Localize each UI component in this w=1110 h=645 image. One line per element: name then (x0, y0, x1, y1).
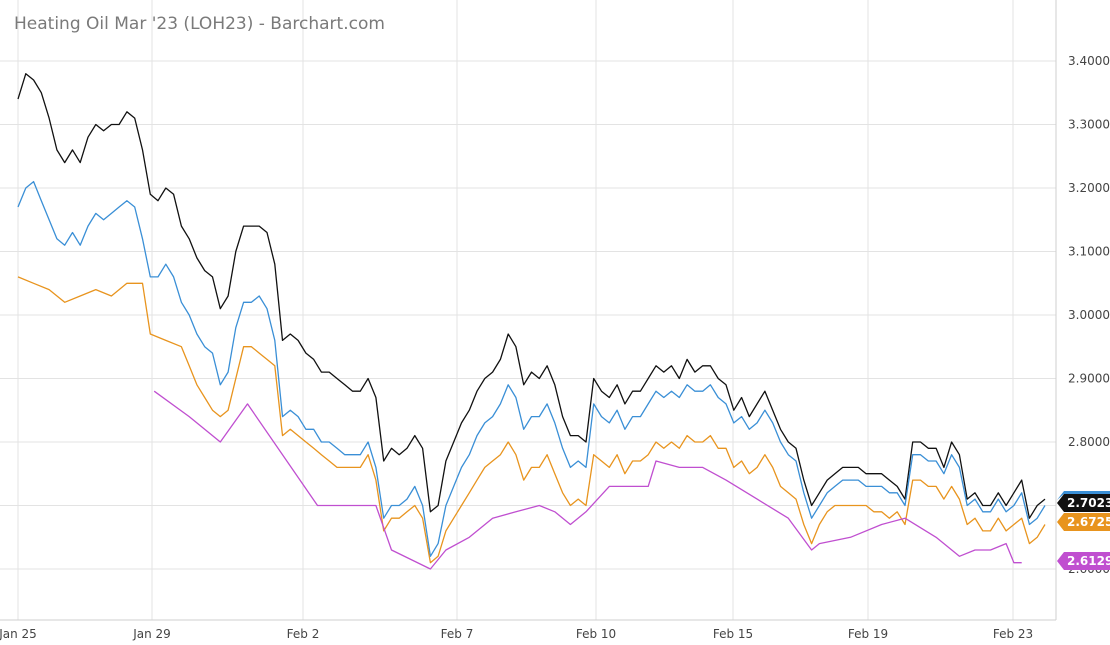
x-tick-label: Feb 15 (713, 627, 753, 641)
x-tick-label: Feb 10 (576, 627, 616, 641)
grid (0, 0, 1057, 621)
x-tick-label: Jan 29 (132, 627, 171, 641)
y-tick-label: 3.3000 (1068, 118, 1110, 132)
y-tick-label: 3.0000 (1068, 308, 1110, 322)
y-tick-label: 3.1000 (1068, 245, 1110, 259)
x-tick-label: Feb 23 (993, 627, 1033, 641)
y-tick-label: 2.8000 (1068, 435, 1110, 449)
series-line-1 (17, 73, 1046, 519)
y-tick-label: 3.2000 (1068, 181, 1110, 195)
x-tick-label: Feb 19 (848, 627, 888, 641)
last-value-tag-bg (1057, 513, 1110, 531)
series-line-3 (17, 276, 1046, 564)
y-axis-ticks: 3.4000 3.3000 3.2000 3.1000 3.0000 2.9000 2.80… (1068, 54, 1110, 576)
last-value-label: 2.6129 (1067, 554, 1110, 568)
series-line-4 (153, 390, 1022, 570)
last-value-tag-bg (1057, 552, 1110, 570)
series-line-2 (17, 180, 1046, 557)
last-value-tag-bg (1057, 494, 1110, 512)
blue-tag-edge (1057, 491, 1110, 500)
y-tick-label: 2.9000 (1068, 372, 1110, 386)
x-tick-label: Feb 7 (441, 627, 474, 641)
last-value-tag: 2.6725 (1057, 513, 1110, 531)
x-tick-label: Feb 2 (287, 627, 320, 641)
x-axis-ticks: Jan 25 Jan 29 Feb 2 Feb 7 Feb 10 Feb 15 Feb 19… (0, 627, 1033, 641)
last-value-tag: 2.7023 (1057, 494, 1110, 512)
last-value-label: 2.6725 (1067, 515, 1110, 529)
chart-title: Heating Oil Mar '23 (LOH23) - Barchart.c… (14, 14, 385, 34)
last-value-tags: 2.7023 2.6725 2.6129 (1057, 491, 1110, 570)
last-value-label: 2.7023 (1067, 496, 1110, 510)
last-value-tag: 2.6129 (1057, 552, 1110, 570)
series-layer (17, 73, 1046, 570)
y-tick-label: 3.4000 (1068, 54, 1110, 68)
x-tick-label: Jan 25 (0, 627, 37, 641)
